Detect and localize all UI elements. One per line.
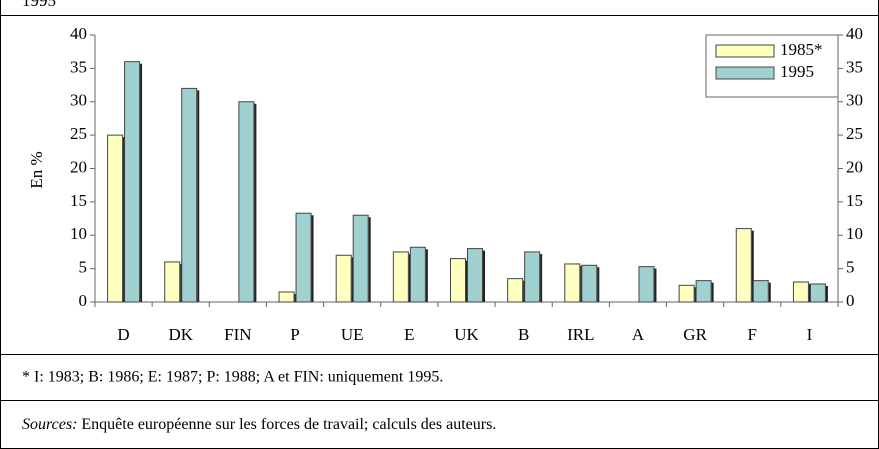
footnote: * I: 1983; B: 1986; E: 1987; P: 1988; A … <box>22 369 443 386</box>
x-tick-label: DK <box>168 325 193 344</box>
y-axis-label: En % <box>27 151 46 188</box>
bar <box>507 278 524 303</box>
y2-tick-label: 20 <box>846 157 863 176</box>
y-tick-label: 40 <box>70 24 87 43</box>
y2-tick-label: 25 <box>846 124 863 143</box>
bar <box>638 266 655 303</box>
bar <box>352 214 369 303</box>
y-tick-label: 35 <box>70 57 87 76</box>
y-tick-label: 10 <box>70 224 87 243</box>
bar <box>581 264 598 303</box>
y-tick-label: 15 <box>70 191 87 210</box>
y2-tick-label: 15 <box>846 191 863 210</box>
x-tick-label: D <box>117 325 129 344</box>
bar <box>735 228 752 303</box>
bar <box>238 101 255 303</box>
bar <box>809 283 826 303</box>
y-tick-label: 25 <box>70 124 87 143</box>
x-tick-label: UK <box>454 325 479 344</box>
x-tick-label: A <box>632 325 645 344</box>
bar <box>524 251 541 303</box>
x-tick-label: B <box>518 325 529 344</box>
y2-tick-label: 0 <box>846 291 855 310</box>
y2-tick-label: 30 <box>846 91 863 110</box>
bar <box>107 134 124 303</box>
y-tick-label: 30 <box>70 91 87 110</box>
bar <box>278 291 295 303</box>
bar <box>392 251 409 303</box>
bar <box>335 254 352 303</box>
bar <box>467 248 483 303</box>
x-tick-label: I <box>807 325 813 344</box>
bar <box>181 87 198 303</box>
legend-label: 1995 <box>780 62 814 81</box>
x-tick-label: E <box>404 325 414 344</box>
x-tick-label: F <box>748 325 757 344</box>
x-tick-label: FIN <box>224 325 251 344</box>
x-tick-label: UE <box>341 325 364 344</box>
sources-label: Sources: <box>22 416 77 433</box>
x-tick-label: GR <box>683 325 707 344</box>
x-tick-label: P <box>290 325 299 344</box>
bar <box>124 61 141 303</box>
bar <box>695 280 712 303</box>
bar <box>450 258 466 303</box>
sources-text: Enquête européenne sur les forces de tra… <box>81 416 496 433</box>
legend-label: 1985* <box>780 40 823 59</box>
y-tick-label: 5 <box>79 258 88 277</box>
x-tick-label: IRL <box>567 325 594 344</box>
y-tick-label: 20 <box>70 157 87 176</box>
bar <box>752 280 769 303</box>
legend-swatch <box>715 44 775 58</box>
header-text: 1995 <box>22 0 56 10</box>
bar <box>678 284 695 303</box>
bar <box>164 261 181 303</box>
y2-tick-label: 5 <box>846 258 855 277</box>
y2-tick-label: 40 <box>846 24 863 43</box>
bar <box>564 263 581 303</box>
bar <box>295 212 312 303</box>
sources: Sources: Enquête européenne sur les forc… <box>22 416 496 433</box>
bar <box>409 246 426 303</box>
legend-swatch <box>715 66 775 80</box>
y2-tick-label: 35 <box>846 57 863 76</box>
y2-tick-label: 10 <box>846 224 863 243</box>
bar <box>792 281 809 303</box>
y-tick-label: 0 <box>79 291 88 310</box>
